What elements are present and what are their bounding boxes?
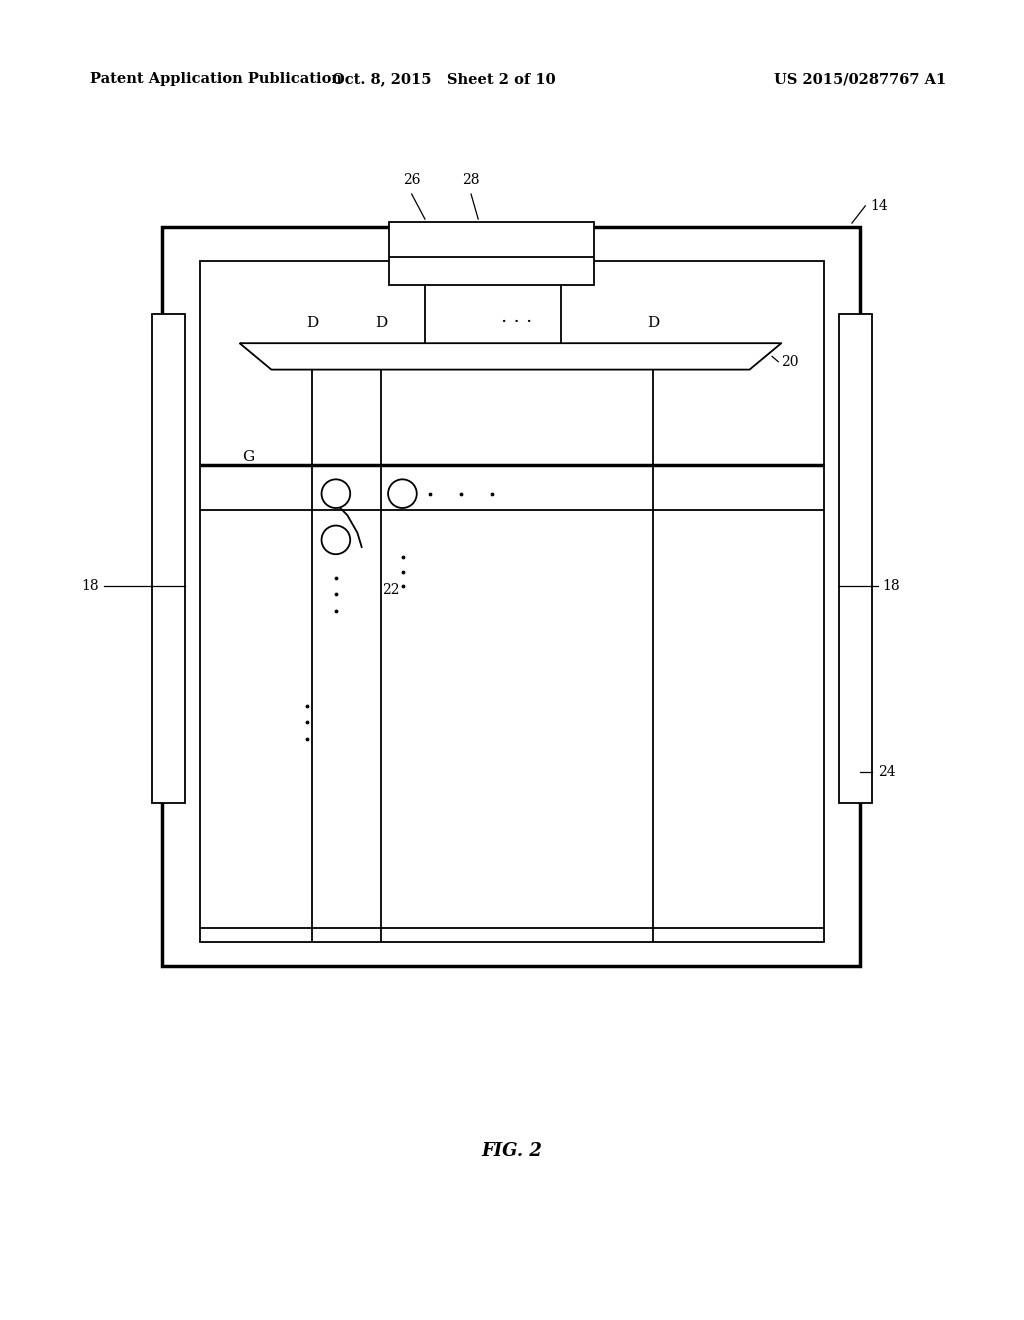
- Text: 14: 14: [870, 199, 888, 213]
- Text: Oct. 8, 2015   Sheet 2 of 10: Oct. 8, 2015 Sheet 2 of 10: [332, 73, 555, 86]
- Bar: [162, 227, 860, 966]
- Text: . . .: . . .: [502, 308, 532, 326]
- Text: 18: 18: [82, 579, 99, 593]
- Bar: [152, 314, 185, 803]
- Bar: [389, 222, 594, 285]
- Text: 24: 24: [878, 766, 895, 779]
- Text: FIG. 2: FIG. 2: [481, 1142, 543, 1160]
- Text: D: D: [647, 315, 659, 330]
- Bar: [200, 261, 824, 942]
- Text: Patent Application Publication: Patent Application Publication: [90, 73, 342, 86]
- Text: D: D: [375, 315, 387, 330]
- Text: 22: 22: [382, 583, 399, 598]
- Text: 26: 26: [402, 173, 421, 187]
- Text: G: G: [242, 450, 254, 463]
- Text: 18: 18: [883, 579, 900, 593]
- Text: D: D: [306, 315, 318, 330]
- Text: 20: 20: [781, 355, 799, 368]
- Bar: [839, 314, 872, 803]
- Text: US 2015/0287767 A1: US 2015/0287767 A1: [774, 73, 946, 86]
- Text: 28: 28: [462, 173, 480, 187]
